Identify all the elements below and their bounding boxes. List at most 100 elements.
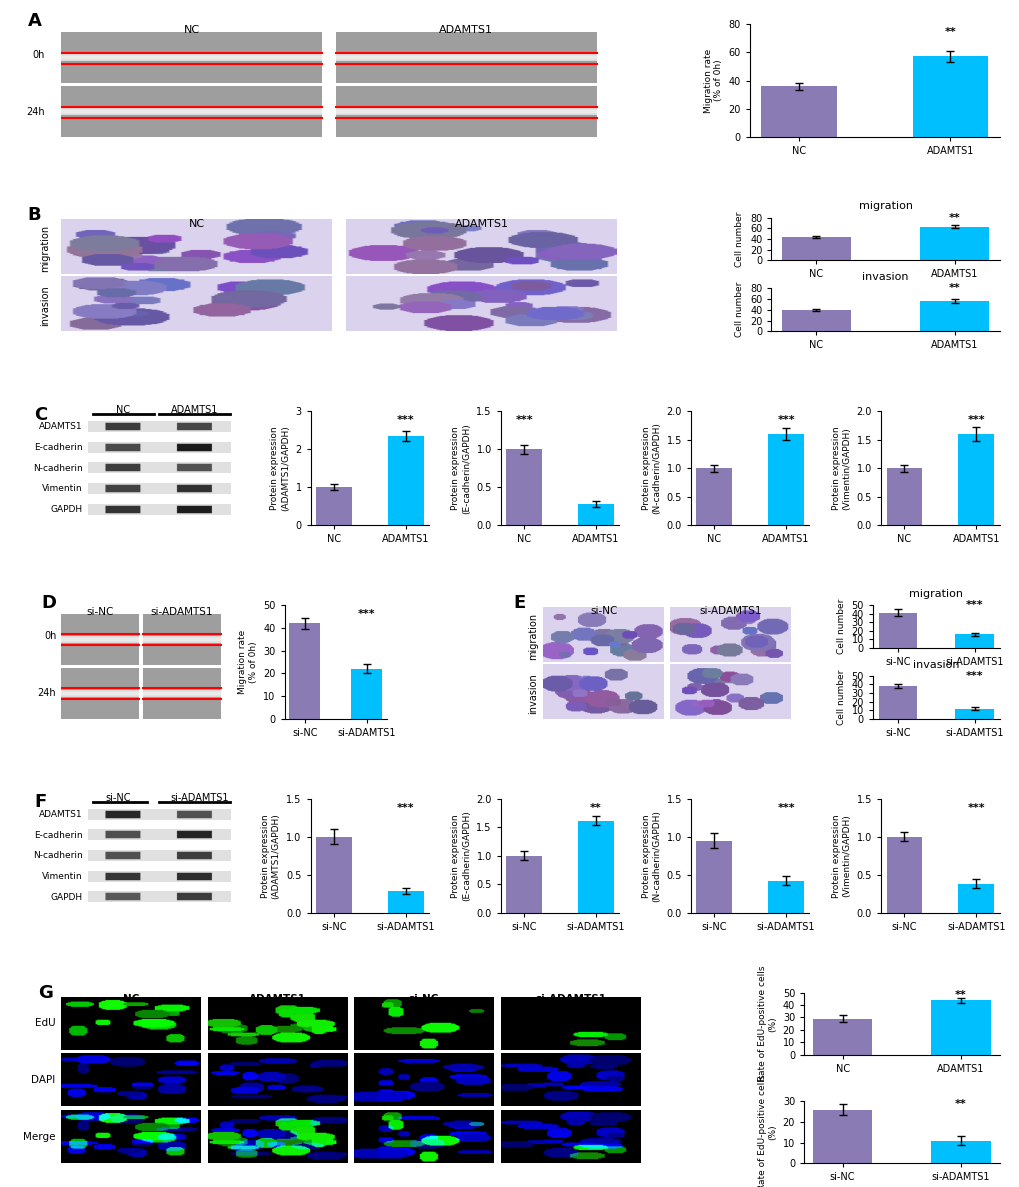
Text: si-ADAMTS1: si-ADAMTS1 [170, 793, 229, 802]
Text: **: ** [948, 284, 960, 293]
Bar [289, 623, 320, 719]
Text: B: B [26, 207, 41, 224]
Text: invasion: invasion [528, 673, 538, 713]
Text: si-ADAMTS1: si-ADAMTS1 [698, 607, 761, 616]
Text: ***: *** [358, 609, 375, 618]
Text: invasion: invasion [40, 285, 50, 326]
Bar [505, 449, 541, 525]
Text: si-NC: si-NC [87, 607, 114, 617]
Y-axis label: Cell number: Cell number [837, 669, 845, 725]
Bar [781, 310, 850, 331]
Bar [316, 487, 352, 525]
Y-axis label: Protein expression
(ADAMTS1/GAPDH): Protein expression (ADAMTS1/GAPDH) [270, 425, 289, 512]
Text: ***: *** [776, 802, 794, 813]
Text: NC: NC [189, 218, 205, 229]
Bar [955, 634, 993, 648]
Y-axis label: Cell number: Cell number [837, 599, 845, 654]
Text: ***: *** [776, 415, 794, 425]
Text: NC: NC [122, 994, 139, 1004]
Bar [578, 820, 613, 913]
Text: migration: migration [40, 226, 50, 272]
Y-axis label: Protein expression
(E-cadherin/GAPDH): Protein expression (E-cadherin/GAPDH) [451, 423, 471, 514]
Text: **: ** [944, 27, 956, 37]
Y-axis label: Protein expression
(Vimentin/GAPDH): Protein expression (Vimentin/GAPDH) [830, 814, 850, 897]
Text: N-cadherin: N-cadherin [33, 464, 83, 472]
Bar [578, 503, 613, 525]
Title: migration: migration [908, 589, 962, 598]
Text: EdU: EdU [35, 1018, 55, 1028]
Text: **: ** [948, 212, 960, 223]
Text: D: D [42, 594, 56, 611]
Y-axis label: Protein expression
(E-cadherin/GAPDH): Protein expression (E-cadherin/GAPDH) [451, 811, 471, 901]
Bar [886, 837, 921, 913]
Text: F: F [35, 793, 47, 811]
Text: Merge: Merge [22, 1132, 55, 1142]
Text: E-cadherin: E-cadherin [34, 831, 83, 839]
Bar [696, 840, 732, 913]
Y-axis label: Rate of EdU-positive cells
(%): Rate of EdU-positive cells (%) [757, 966, 776, 1081]
Text: si-ADAMTS1: si-ADAMTS1 [535, 994, 605, 1004]
Text: ADAMTS1: ADAMTS1 [439, 25, 492, 36]
Text: si-NC: si-NC [589, 607, 616, 616]
Text: NC: NC [116, 405, 130, 415]
Bar [930, 1001, 989, 1055]
Bar [919, 227, 988, 260]
Text: NC: NC [183, 25, 200, 36]
Text: 0h: 0h [44, 631, 56, 641]
Bar [781, 237, 850, 260]
Title: invasion: invasion [861, 272, 908, 283]
Text: ADAMTS1: ADAMTS1 [454, 218, 508, 229]
Y-axis label: Migration rate
(% of 0h): Migration rate (% of 0h) [703, 49, 722, 113]
Text: C: C [35, 406, 48, 424]
Text: ***: *** [966, 415, 984, 425]
Text: ADAMTS1: ADAMTS1 [39, 423, 83, 431]
Text: ***: *** [965, 601, 982, 610]
Bar [351, 668, 382, 719]
Text: 0h: 0h [33, 50, 45, 61]
Bar [767, 434, 803, 525]
Text: G: G [38, 984, 53, 1002]
Bar [912, 57, 987, 138]
Text: ADAMTS1: ADAMTS1 [249, 994, 306, 1004]
Text: E: E [513, 594, 525, 611]
Bar [387, 436, 423, 525]
Title: migration: migration [858, 201, 912, 211]
Bar [505, 856, 541, 913]
Bar [958, 884, 994, 913]
Text: Vimentin: Vimentin [42, 484, 83, 494]
Bar [387, 891, 423, 913]
Text: si-NC: si-NC [105, 793, 130, 802]
Bar [696, 468, 732, 525]
Bar [316, 837, 352, 913]
Text: ADAMTS1: ADAMTS1 [170, 405, 218, 415]
Text: GAPDH: GAPDH [50, 504, 83, 514]
Bar [955, 709, 993, 719]
Text: ***: *** [515, 415, 532, 425]
Y-axis label: Protein expression
(N-cadherin/GAPDH): Protein expression (N-cadherin/GAPDH) [641, 423, 660, 514]
Y-axis label: Cell number: Cell number [735, 211, 744, 267]
Text: 24h: 24h [26, 107, 45, 116]
Bar [958, 434, 994, 525]
Text: ADAMTS1: ADAMTS1 [39, 810, 83, 819]
Y-axis label: Rate of EdU-positive cells
(%): Rate of EdU-positive cells (%) [757, 1074, 776, 1187]
Y-axis label: Protein expression
(N-cadherin/GAPDH): Protein expression (N-cadherin/GAPDH) [641, 810, 660, 902]
Text: E-cadherin: E-cadherin [34, 443, 83, 452]
Text: N-cadherin: N-cadherin [33, 851, 83, 861]
Title: invasion: invasion [912, 660, 959, 669]
Text: GAPDH: GAPDH [50, 893, 83, 902]
Text: DAPI: DAPI [31, 1075, 55, 1085]
Bar [930, 1141, 989, 1163]
Y-axis label: Protein expression
(ADAMTS1/GAPDH): Protein expression (ADAMTS1/GAPDH) [261, 813, 280, 899]
Bar [812, 1110, 871, 1163]
Y-axis label: Migration rate
(% of 0h): Migration rate (% of 0h) [238, 630, 258, 694]
Text: **: ** [954, 1099, 966, 1109]
Bar [767, 881, 803, 913]
Y-axis label: Cell number: Cell number [735, 283, 744, 337]
Text: **: ** [589, 802, 601, 813]
Bar [877, 686, 916, 719]
Bar [919, 301, 988, 331]
Bar [886, 468, 921, 525]
Bar [812, 1018, 871, 1055]
Text: 24h: 24h [38, 688, 56, 698]
Bar [760, 87, 837, 138]
